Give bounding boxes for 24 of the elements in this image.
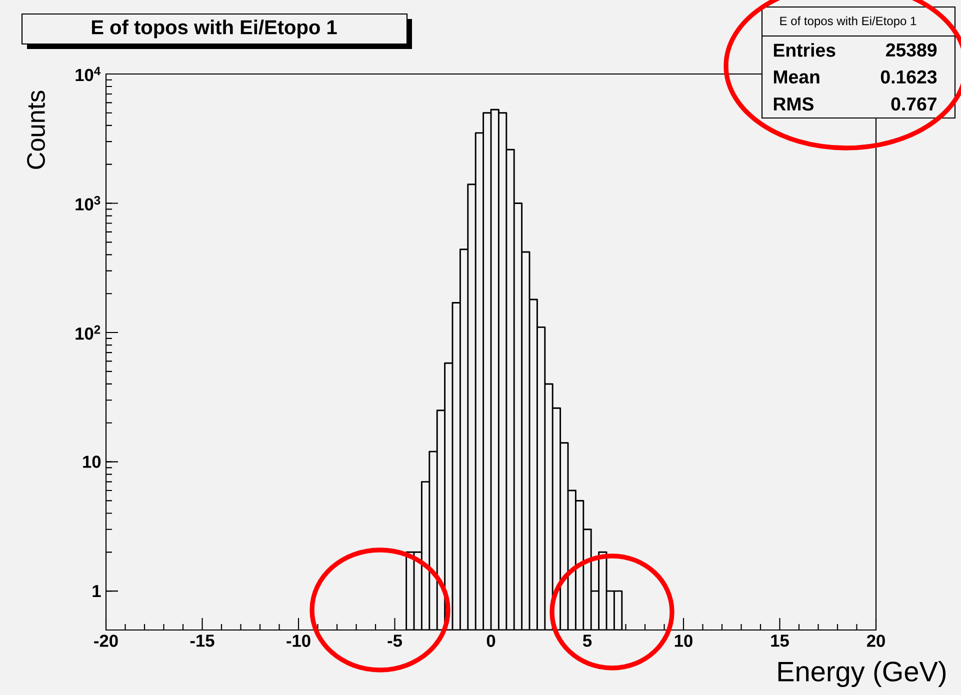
annotation: Mean xyxy=(774,70,820,84)
x-tick-label: -20 xyxy=(94,634,118,647)
x-axis-title: Energy (GeV) xyxy=(778,660,946,688)
text: 0.767 xyxy=(891,97,936,111)
text: 0.1623 xyxy=(880,70,937,84)
annotation: RMS xyxy=(774,97,814,111)
x-tick-label: 20 xyxy=(866,634,885,647)
y-tick-label: 1 xyxy=(92,585,101,598)
text: E of topos with Ei/Etopo 1 xyxy=(780,16,916,28)
text: 25389 xyxy=(886,43,937,57)
y-axis-title: Counts xyxy=(27,90,45,169)
x-tick-label: 0 xyxy=(486,634,496,647)
x-tick-label: 5 xyxy=(582,634,592,647)
x-tick-label: -5 xyxy=(388,634,402,647)
y-tick-label: 10$^{3}$ xyxy=(76,196,100,210)
chart-title: E of topos with Ei/Etopo 1 xyxy=(92,20,337,38)
x-tick-label: 10 xyxy=(674,634,692,647)
y-tick-label: 10 xyxy=(83,456,101,468)
y-tick-label: 10$^{2}$ xyxy=(76,325,100,340)
text: Entries xyxy=(774,43,836,57)
x-tick-label: -15 xyxy=(190,634,214,647)
x-tick-label: 15 xyxy=(771,634,789,647)
y-tick-label: 10$^{4}$ xyxy=(76,66,101,82)
x-tick-label: -10 xyxy=(286,634,310,647)
